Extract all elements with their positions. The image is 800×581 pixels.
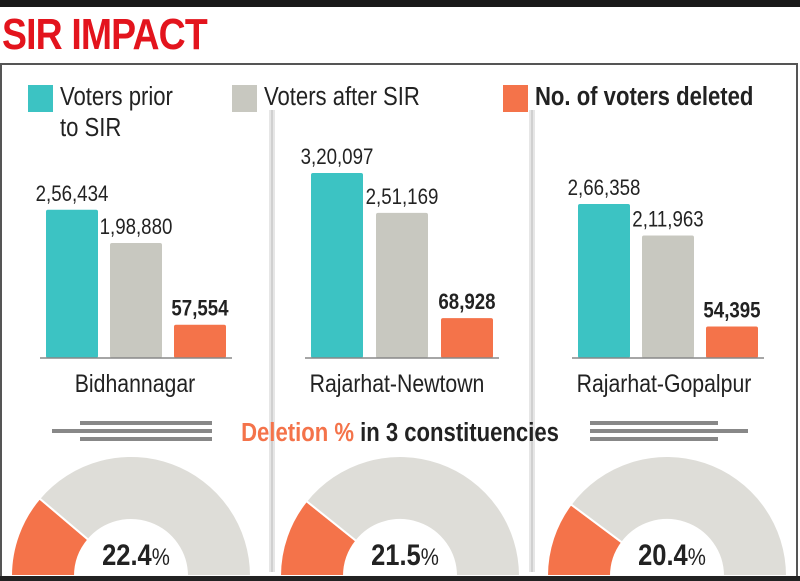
- gauge-remaining-segment: [304, 455, 522, 577]
- subtitle-rule: [590, 421, 718, 425]
- bar-value-label: 2,56,434: [36, 182, 109, 206]
- legend-swatch: [503, 85, 528, 112]
- subtitle-highlight: Deletion %: [241, 418, 360, 447]
- gauge-unit: %: [421, 543, 439, 570]
- chart-title: SIR IMPACT: [2, 10, 208, 59]
- bar-deleted: [706, 326, 758, 358]
- legend-label: to SIR: [60, 113, 121, 142]
- top-bar: [0, 0, 800, 7]
- bar-value-label: 2,51,169: [366, 186, 439, 210]
- gauge-value-label: 20.4%: [638, 538, 706, 571]
- bar-value-label: 2,11,963: [632, 208, 703, 232]
- bar-deleted: [174, 324, 226, 358]
- bar-value-label: 2,66,358: [568, 177, 641, 201]
- category-label: Rajarhat-Newtown: [310, 369, 485, 397]
- gauge-remaining-segment: [569, 455, 789, 577]
- bar-prior: [311, 173, 363, 358]
- bar-deleted: [441, 318, 493, 358]
- bar-value-label: 54,395: [703, 299, 760, 323]
- legend-swatch: [232, 85, 257, 112]
- subtitle-rule: [590, 429, 748, 433]
- bar-prior: [578, 204, 630, 358]
- category-label: Bidhannagar: [75, 369, 196, 397]
- subtitle-rule: [52, 429, 212, 433]
- gauge-unit: %: [152, 543, 170, 570]
- bar-after: [376, 212, 428, 358]
- bar-after: [110, 243, 162, 358]
- legend-label: Voters prior: [60, 82, 173, 111]
- subtitle-rule: [590, 437, 718, 441]
- gauge-unit: %: [688, 543, 706, 570]
- bottom-bar: [0, 576, 800, 581]
- category-label: Rajarhat-Gopalpur: [577, 369, 752, 397]
- subtitle-rest: in 3 constituencies: [360, 418, 559, 447]
- bar-value-label: 3,20,097: [301, 146, 374, 170]
- gauge-value-label: 21.5%: [371, 538, 439, 571]
- bar-value-label: 57,554: [171, 297, 229, 321]
- bar-prior: [46, 209, 98, 358]
- gauge-value-label: 22.4%: [102, 538, 170, 571]
- subtitle-rule: [80, 421, 212, 425]
- legend-label: Voters after SIR: [264, 82, 420, 111]
- bar-after: [642, 235, 694, 358]
- bar-value-label: 68,928: [438, 291, 495, 315]
- subtitle-rule: [80, 437, 212, 441]
- gauge-remaining-segment: [38, 455, 253, 577]
- legend-swatch: [28, 85, 53, 112]
- bar-value-label: 1,98,880: [100, 216, 173, 240]
- gauge-subtitle: Deletion % in 3 constituencies: [241, 418, 559, 447]
- legend-label: No. of voters deleted: [535, 82, 753, 111]
